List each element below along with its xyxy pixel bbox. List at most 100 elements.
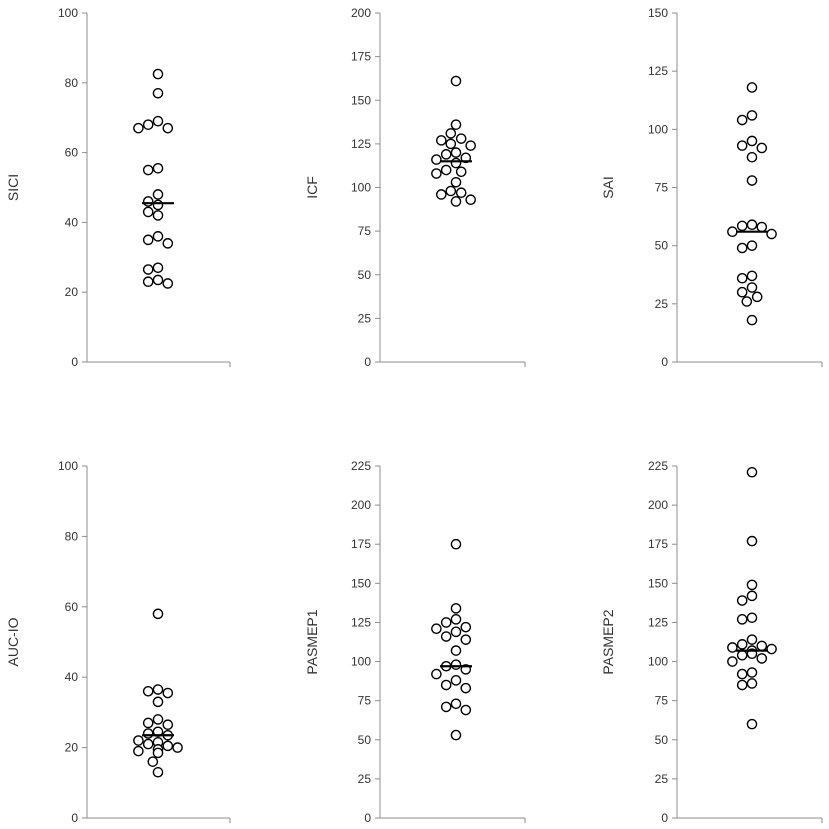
y-tick-label: 80 — [65, 529, 79, 543]
y-tick-label: 60 — [65, 146, 79, 160]
y-tick-label: 50 — [655, 239, 669, 253]
data-point — [460, 621, 472, 633]
data-point — [431, 623, 442, 635]
data-point — [440, 149, 452, 160]
data-point — [162, 740, 174, 752]
data-point — [142, 234, 154, 246]
y-axis-label: SAI — [600, 176, 616, 199]
data-point — [440, 631, 452, 642]
data-point — [450, 729, 462, 741]
data-point — [450, 196, 462, 207]
data-point — [152, 115, 164, 127]
data-point — [440, 164, 452, 176]
data-point — [736, 272, 748, 284]
y-tick-label: 150 — [648, 6, 668, 20]
y-tick-label: 50 — [655, 733, 669, 747]
y-tick-label: 100 — [648, 122, 668, 136]
data-point — [450, 645, 462, 656]
y-tick-label: 40 — [65, 670, 79, 684]
data-point — [142, 728, 154, 739]
data-point — [746, 175, 758, 186]
y-tick-label: 75 — [655, 694, 669, 708]
y-tick-label: 225 — [648, 459, 668, 473]
data-point — [450, 75, 462, 87]
y-axis-label: PASMEP1 — [304, 609, 320, 674]
y-tick-label: 0 — [661, 355, 668, 369]
data-point — [435, 135, 447, 146]
data-point — [162, 238, 174, 249]
y-tick-label: 150 — [351, 576, 371, 590]
data-point — [142, 196, 154, 207]
data-point — [736, 595, 748, 606]
y-axis-label: AUC-IO — [5, 617, 21, 666]
data-point — [746, 82, 758, 93]
y-tick-label: 60 — [65, 600, 79, 614]
data-point — [162, 719, 174, 731]
chart-panel: 0 25 50 75 100 125 150 175 200 225 PASMEP1 — [304, 459, 526, 825]
y-tick-label: 75 — [655, 181, 669, 195]
data-point — [142, 206, 154, 218]
data-point — [736, 639, 748, 650]
data-point — [445, 185, 457, 197]
data-point — [736, 114, 748, 126]
data-point — [142, 119, 154, 130]
data-point — [736, 679, 748, 691]
data-point — [746, 535, 758, 547]
y-tick-label: 200 — [351, 6, 371, 20]
chart-panel: 0 25 50 75 100 125 150 175 200 ICF — [304, 6, 526, 369]
data-point — [746, 634, 758, 645]
y-tick-label: 25 — [358, 311, 372, 325]
data-point — [152, 714, 164, 725]
data-point — [727, 226, 738, 238]
data-point — [736, 649, 748, 661]
y-tick-label: 100 — [351, 181, 371, 195]
data-point — [440, 679, 452, 691]
data-point — [431, 668, 442, 680]
data-point — [142, 717, 154, 729]
data-point — [152, 684, 164, 695]
y-tick-label: 0 — [661, 811, 668, 825]
data-point — [162, 278, 174, 289]
y-tick-label: 100 — [351, 655, 371, 669]
y-tick-label: 40 — [65, 215, 79, 229]
y-tick-label: 175 — [648, 537, 668, 551]
data-point — [746, 678, 758, 689]
data-point — [152, 262, 164, 274]
data-point — [746, 590, 758, 602]
data-point — [142, 164, 154, 176]
y-tick-label: 150 — [351, 93, 371, 107]
y-tick-label: 175 — [351, 537, 371, 551]
data-point — [152, 766, 164, 778]
data-point — [455, 187, 467, 199]
data-point — [440, 701, 452, 713]
data-point — [445, 128, 457, 139]
y-tick-label: 20 — [65, 741, 79, 755]
data-point — [172, 742, 183, 753]
data-point — [450, 626, 462, 638]
data-point — [152, 696, 164, 708]
data-point — [746, 612, 758, 624]
data-point — [746, 466, 758, 478]
data-point — [152, 608, 164, 620]
data-point — [450, 538, 462, 550]
y-tick-label: 100 — [58, 459, 78, 473]
y-tick-label: 125 — [351, 615, 371, 629]
y-tick-label: 150 — [648, 576, 668, 590]
data-point — [450, 157, 462, 169]
y-tick-label: 25 — [358, 772, 372, 786]
data-point — [736, 668, 748, 680]
data-point — [727, 642, 738, 653]
y-tick-label: 175 — [351, 50, 371, 64]
data-point — [152, 210, 164, 221]
data-point — [435, 189, 447, 200]
y-tick-label: 100 — [648, 655, 668, 669]
data-point — [450, 659, 462, 670]
data-point — [746, 110, 758, 121]
data-point — [756, 640, 768, 652]
data-point — [746, 667, 758, 678]
data-point — [133, 122, 144, 134]
data-point — [741, 296, 753, 307]
y-tick-label: 0 — [364, 811, 371, 825]
data-point — [756, 142, 768, 154]
data-point — [152, 747, 164, 759]
